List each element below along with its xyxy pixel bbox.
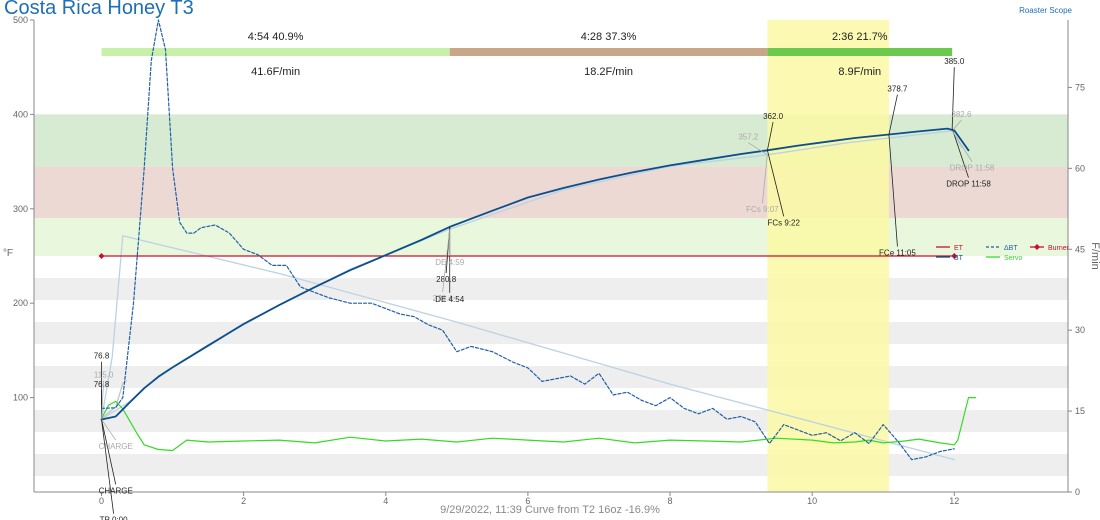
event-label: FCe 11:05 — [879, 249, 916, 258]
stripe — [34, 322, 1068, 344]
event-label: DE 4:59 — [435, 258, 464, 267]
value-label-leader — [442, 229, 451, 292]
value-label: 378.7 — [887, 85, 908, 94]
legend-diamond — [1034, 244, 1040, 250]
chart-title: Costa Rica Honey T3 — [4, 0, 194, 19]
y-left-tick-label: 400 — [13, 109, 28, 119]
value-label-leader — [747, 142, 768, 156]
event-label-leader — [762, 154, 768, 204]
event-label-leader — [101, 419, 114, 514]
value-label: 280.8 — [436, 275, 457, 284]
y-right-tick-label: 45 — [1075, 244, 1085, 254]
phase-bar — [101, 48, 450, 56]
value-label-leader — [888, 94, 898, 135]
phase-time-label: 4:28 37.3% — [581, 31, 637, 43]
event-label: FCs 9:07 — [746, 205, 779, 214]
series-line-bt — [100, 19, 955, 461]
y-right-tick-label: 60 — [1075, 163, 1085, 173]
phase-bar — [449, 48, 768, 56]
value-label: 76.8 — [94, 352, 110, 361]
y-right-axis-label: F/min — [1089, 242, 1100, 270]
event-label-leader — [101, 419, 117, 485]
x-tick-label: 0 — [99, 496, 104, 506]
x-tick-label: 2 — [241, 496, 246, 506]
value-label: 115.0 — [94, 371, 114, 380]
x-tick-label: 6 — [525, 496, 530, 506]
event-label-leader — [888, 134, 898, 247]
phase-bar — [767, 48, 953, 56]
x-tick-label: 8 — [668, 496, 673, 506]
value-label: 385.0 — [944, 57, 965, 66]
legend-label: ET — [954, 245, 964, 252]
value-label-leader — [951, 119, 962, 132]
y-left-axis-label: °F — [3, 248, 13, 259]
value-label: 76.8 — [94, 380, 110, 389]
y-right-tick-label: 15 — [1075, 406, 1085, 416]
stripe — [34, 366, 1068, 388]
series-line-btbackground-background — [100, 235, 955, 461]
temperature-band — [34, 166, 1068, 219]
event-label-leader — [951, 128, 969, 178]
series-line-servo — [100, 397, 977, 452]
phase-time-label: 4:54 40.9% — [248, 31, 304, 43]
footer-caption: 9/29/2022, 11:39 Curve from T2 16oz -16.… — [440, 504, 660, 516]
value-label-leader — [101, 380, 105, 420]
legend-label: Servo — [1004, 255, 1022, 262]
phase-bars: 4:54 40.9% 41.6F/min 4:28 37.3% 18.2F/min 2:… — [101, 31, 953, 78]
annotation-layer: 76.876.8115.0280.8278.4362.0357.2378.738… — [94, 57, 995, 520]
axes: 0 2 4 6 8 10 12 100 200 300 400 500 0 15 30 45 60 75 °F F/m… — [3, 15, 1100, 506]
y-right-tick-label: 75 — [1075, 82, 1085, 92]
event-label-leader — [101, 419, 117, 441]
event-label: DROP 11:58 — [946, 180, 991, 189]
series-line-bt — [100, 127, 970, 421]
legend[interactable]: ET ΔBT Burner BT Servo — [936, 244, 1070, 262]
value-label-leader — [951, 67, 955, 129]
event-label-leader — [951, 130, 973, 162]
y-left-tick-label: 100 — [13, 393, 28, 403]
event-label-leader — [767, 150, 785, 217]
phase-time-label: 2:36 21.7% — [832, 31, 888, 43]
burner-marker — [98, 253, 105, 259]
y-right-tick-label: 0 — [1075, 487, 1080, 497]
x-tick-label: 12 — [949, 496, 959, 506]
event-label: TP 0:00 — [100, 516, 128, 520]
y-right-tick-label: 30 — [1075, 325, 1085, 335]
value-label: 278.4 — [433, 294, 454, 303]
y-left-tick-label: 500 — [13, 15, 28, 25]
event-label: DE 4:54 — [435, 295, 464, 304]
y-left-tick-label: 300 — [13, 204, 28, 214]
temperature-band — [34, 114, 1068, 167]
event-label: FCs 9:22 — [768, 218, 801, 227]
value-label-leader — [767, 121, 774, 151]
legend-label: Burner — [1048, 245, 1070, 252]
phase-ror-label: 18.2F/min — [584, 66, 633, 78]
legend-label: BT — [954, 255, 964, 262]
x-tick-label: 4 — [383, 496, 388, 506]
value-label: 382.6 — [951, 110, 972, 119]
legend-label: ΔBT — [1004, 245, 1018, 252]
event-label: CHARGE — [99, 486, 133, 495]
stripe — [34, 410, 1068, 432]
y-left-tick-label: 200 — [13, 298, 28, 308]
brand-label: Roaster Scope — [1019, 6, 1072, 15]
value-label: 362.0 — [763, 112, 784, 121]
event-label: CHARGE — [99, 442, 133, 451]
stripe — [34, 454, 1068, 476]
event-label: DROP 11:58 — [950, 164, 995, 173]
x-tick-label: 10 — [807, 496, 817, 506]
burner-marker — [951, 253, 958, 259]
value-label: 357.2 — [738, 133, 759, 142]
phase-ror-label: 8.9F/min — [838, 66, 881, 78]
phase-ror-label: 41.6F/min — [251, 66, 300, 78]
stripe — [34, 278, 1068, 300]
